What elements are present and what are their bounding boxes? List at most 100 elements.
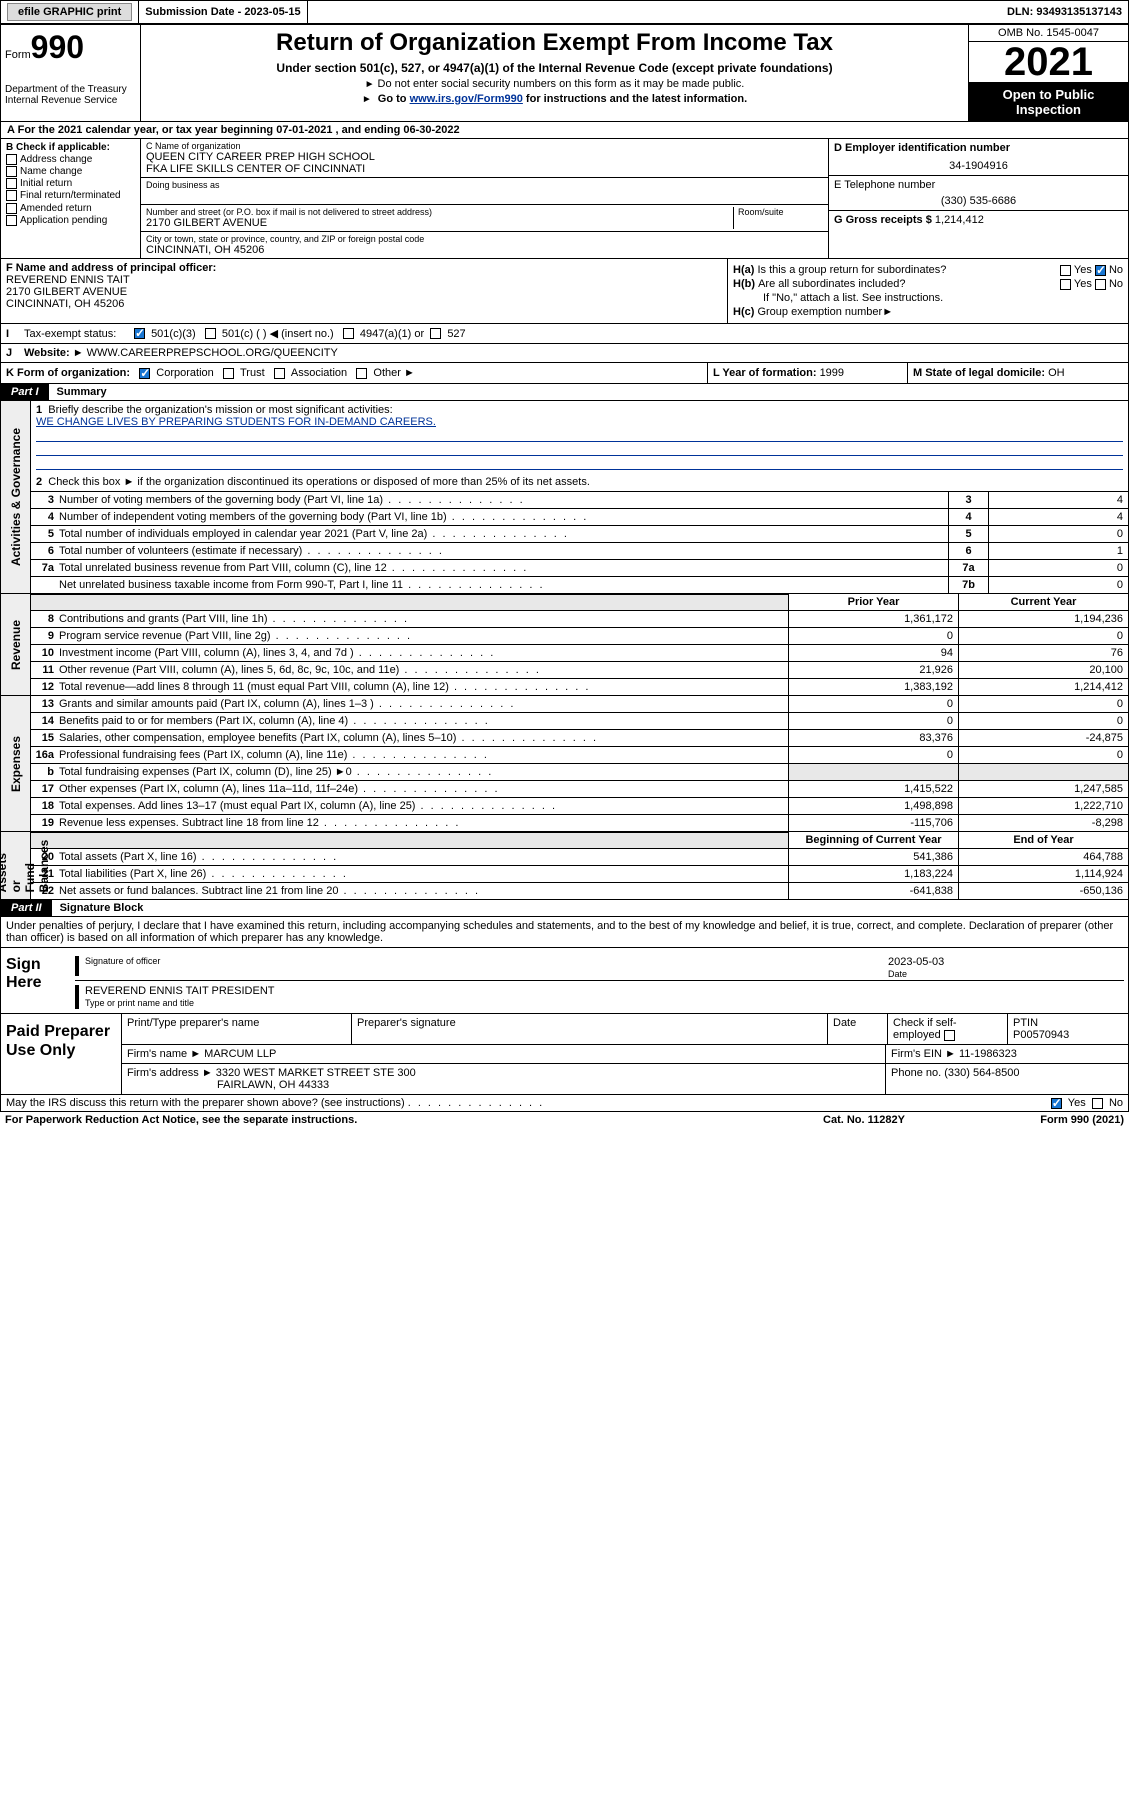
- revenue-section: Revenue Prior Year Current Year 8Contrib…: [1, 594, 1128, 696]
- chk-527[interactable]: [430, 328, 441, 339]
- phone-label: E Telephone number: [834, 179, 1123, 191]
- ssn-warning: Do not enter social security numbers on …: [149, 78, 960, 90]
- fin-row: 20Total assets (Part X, line 16)541,3864…: [31, 849, 1128, 866]
- part-2-header: Part II Signature Block: [1, 900, 1128, 917]
- box-b: B Check if applicable: Address change Na…: [1, 139, 141, 258]
- efile-print-button[interactable]: efile GRAPHIC print: [7, 3, 132, 21]
- dln: DLN: 93493135137143: [1001, 1, 1128, 23]
- chk-amended-return[interactable]: [6, 203, 17, 214]
- chk-application-pending[interactable]: [6, 215, 17, 226]
- fin-row: 14Benefits paid to or for members (Part …: [31, 713, 1128, 730]
- summary-row: Net unrelated business taxable income fr…: [31, 576, 1128, 593]
- fin-row: 16aProfessional fundraising fees (Part I…: [31, 747, 1128, 764]
- expenses-section: Expenses 13Grants and similar amounts pa…: [1, 696, 1128, 832]
- chk-ha-yes[interactable]: [1060, 265, 1071, 276]
- chk-association[interactable]: [274, 368, 285, 379]
- hb-note: If "No," attach a list. See instructions…: [733, 292, 1123, 304]
- open-to-public: Open to Public Inspection: [969, 82, 1128, 121]
- firm-addr1: 3320 WEST MARKET STREET STE 300: [216, 1067, 416, 1079]
- form-title: Return of Organization Exempt From Incom…: [149, 29, 960, 57]
- dba-label: Doing business as: [146, 180, 823, 190]
- dba-value: [146, 190, 823, 202]
- officer-addr1: 2170 GILBERT AVENUE: [6, 286, 127, 298]
- chk-4947[interactable]: [343, 328, 354, 339]
- phone-value: (330) 535-6686: [834, 195, 1123, 207]
- submission-date: Submission Date - 2023-05-15: [139, 1, 307, 23]
- org-name-label: C Name of organization: [146, 141, 823, 151]
- org-form-row: K Form of organization: Corporation Trus…: [1, 363, 1128, 384]
- part-1-header: Part I Summary: [1, 384, 1128, 401]
- fin-row: 18Total expenses. Add lines 13–17 (must …: [31, 798, 1128, 815]
- fin-row: 9Program service revenue (Part VIII, lin…: [31, 628, 1128, 645]
- chk-initial-return[interactable]: [6, 178, 17, 189]
- summary-row: 6Total number of volunteers (estimate if…: [31, 542, 1128, 559]
- perjury-declaration: Under penalties of perjury, I declare th…: [1, 917, 1128, 948]
- chk-discuss-no[interactable]: [1092, 1098, 1103, 1109]
- summary-row: 7aTotal unrelated business revenue from …: [31, 559, 1128, 576]
- fin-row: bTotal fundraising expenses (Part IX, co…: [31, 764, 1128, 781]
- firm-phone: (330) 564-8500: [944, 1067, 1019, 1079]
- chk-hb-no[interactable]: [1095, 279, 1106, 290]
- org-name-fka: FKA LIFE SKILLS CENTER OF CINCINNATI: [146, 163, 823, 175]
- sign-here-section: Sign Here Signature of officer 2023-05-0…: [1, 948, 1128, 1014]
- mission-text[interactable]: WE CHANGE LIVES BY PREPARING STUDENTS FO…: [36, 416, 436, 428]
- dept-treasury: Department of the Treasury Internal Reve…: [5, 84, 136, 106]
- fin-row: 12Total revenue—add lines 8 through 11 (…: [31, 679, 1128, 695]
- form-ref: Form 990 (2021): [964, 1114, 1124, 1126]
- firm-addr2: FAIRLAWN, OH 44333: [127, 1079, 329, 1091]
- paid-preparer-section: Paid Preparer Use Only Print/Type prepar…: [1, 1014, 1128, 1095]
- chk-501c[interactable]: [205, 328, 216, 339]
- tax-period: A For the 2021 calendar year, or tax yea…: [1, 122, 1128, 139]
- irs-link[interactable]: www.irs.gov/Form990: [410, 93, 523, 105]
- chk-final-return[interactable]: [6, 190, 17, 201]
- chk-corporation[interactable]: [139, 368, 150, 379]
- form-header: Form990 Department of the Treasury Inter…: [1, 25, 1128, 122]
- top-bar: efile GRAPHIC print Submission Date - 20…: [0, 0, 1129, 24]
- fin-row: 15Salaries, other compensation, employee…: [31, 730, 1128, 747]
- year-formation: 1999: [820, 367, 844, 379]
- chk-name-change[interactable]: [6, 166, 17, 177]
- paperwork-footer: For Paperwork Reduction Act Notice, see …: [0, 1112, 1129, 1128]
- officer-signed-name: REVEREND ENNIS TAIT PRESIDENT: [85, 985, 274, 997]
- summary-row: 5Total number of individuals employed in…: [31, 525, 1128, 542]
- gross-receipts-value: 1,214,412: [935, 214, 984, 226]
- box-b-label: B Check if applicable:: [6, 142, 135, 153]
- chk-other[interactable]: [356, 368, 367, 379]
- fin-row: 17Other expenses (Part IX, column (A), l…: [31, 781, 1128, 798]
- chk-discuss-yes[interactable]: [1051, 1098, 1062, 1109]
- vlabel-expenses: Expenses: [1, 696, 31, 831]
- identity-section: B Check if applicable: Address change Na…: [1, 139, 1128, 259]
- city-state-zip: CINCINNATI, OH 45206: [146, 244, 823, 256]
- form-frame: Form990 Department of the Treasury Inter…: [0, 24, 1129, 1112]
- officer-name: REVEREND ENNIS TAIT: [6, 274, 130, 286]
- fin-row: 8Contributions and grants (Part VIII, li…: [31, 611, 1128, 628]
- fin-row: 21Total liabilities (Part X, line 26)1,1…: [31, 866, 1128, 883]
- vlabel-netassets: Net Assets or Fund Balances: [1, 832, 31, 899]
- ein-value: 34-1904916: [834, 160, 1123, 172]
- chk-ha-no[interactable]: [1095, 265, 1106, 276]
- sign-date: 2023-05-03: [888, 956, 944, 968]
- box-de: D Employer identification number 34-1904…: [828, 139, 1128, 258]
- irs-discuss-row: May the IRS discuss this return with the…: [1, 1095, 1128, 1111]
- firm-ein: 11-1986323: [959, 1048, 1017, 1060]
- form-number: Form990: [5, 29, 136, 66]
- chk-501c3[interactable]: [134, 328, 145, 339]
- sign-here-label: Sign Here: [1, 948, 71, 1013]
- gross-receipts-label: G Gross receipts $: [834, 214, 935, 226]
- chk-hb-yes[interactable]: [1060, 279, 1071, 290]
- netassets-section: Net Assets or Fund Balances Beginning of…: [1, 832, 1128, 900]
- chk-address-change[interactable]: [6, 154, 17, 165]
- state-domicile: OH: [1048, 367, 1065, 379]
- ptin-value: P00570943: [1013, 1029, 1069, 1041]
- chk-trust[interactable]: [223, 368, 234, 379]
- chk-self-employed[interactable]: [944, 1030, 955, 1041]
- firm-name: MARCUM LLP: [204, 1048, 276, 1060]
- paid-preparer-label: Paid Preparer Use Only: [1, 1014, 121, 1094]
- fin-row: 11Other revenue (Part VIII, column (A), …: [31, 662, 1128, 679]
- instructions-link-line: Go to www.irs.gov/Form990 for instructio…: [149, 93, 960, 105]
- box-f: F Name and address of principal officer:…: [1, 259, 728, 323]
- officer-group-section: F Name and address of principal officer:…: [1, 259, 1128, 324]
- address: 2170 GILBERT AVENUE: [146, 217, 729, 229]
- vlabel-revenue: Revenue: [1, 594, 31, 695]
- website-url: WWW.CAREERPREPSCHOOL.ORG/QUEENCITY: [87, 347, 338, 359]
